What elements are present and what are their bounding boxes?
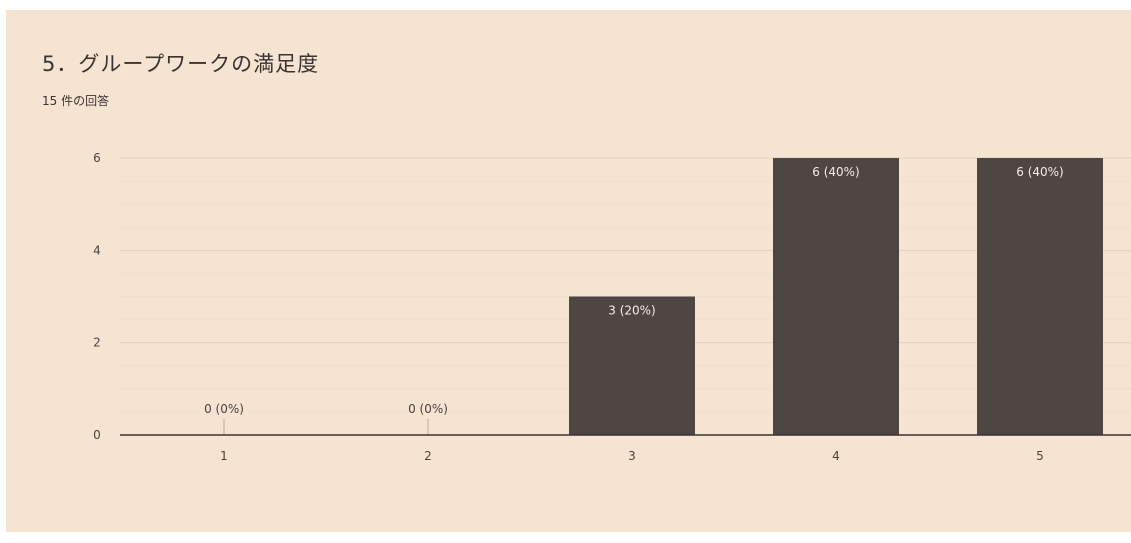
response-count: 15 件の回答 bbox=[42, 94, 110, 108]
data-labels: 0 (0%) 0 (0%) 3 (20%) 6 (40%) 6 (40%) bbox=[204, 165, 1064, 416]
y-tick-label: 2 bbox=[93, 336, 101, 350]
bar bbox=[773, 158, 899, 435]
bar bbox=[977, 158, 1103, 435]
bar bbox=[569, 296, 695, 435]
x-tick-label: 4 bbox=[832, 449, 840, 463]
x-axis-ticks: 1 2 3 4 5 bbox=[220, 449, 1044, 463]
question-title: 5．グループワークの満足度 bbox=[42, 52, 320, 76]
y-tick-label: 0 bbox=[93, 428, 101, 442]
chart-card bbox=[6, 10, 1131, 532]
x-tick-label: 2 bbox=[424, 449, 432, 463]
data-label: 6 (40%) bbox=[1016, 165, 1063, 179]
x-tick-label: 5 bbox=[1036, 449, 1044, 463]
data-label: 6 (40%) bbox=[812, 165, 859, 179]
x-tick-label: 1 bbox=[220, 449, 228, 463]
data-label: 0 (0%) bbox=[408, 402, 448, 416]
data-label: 0 (0%) bbox=[204, 402, 244, 416]
y-axis-ticks: 0 2 4 6 bbox=[93, 151, 101, 442]
y-tick-label: 6 bbox=[93, 151, 101, 165]
bars bbox=[223, 158, 1103, 435]
data-label: 3 (20%) bbox=[608, 304, 655, 318]
x-tick-label: 3 bbox=[628, 449, 636, 463]
y-tick-label: 4 bbox=[93, 243, 101, 257]
